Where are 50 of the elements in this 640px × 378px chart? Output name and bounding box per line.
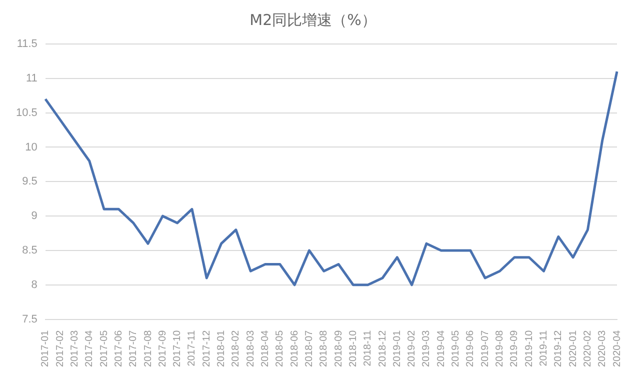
x-tick-label: 2019-08 xyxy=(494,330,506,368)
x-tick-label: 2018-09 xyxy=(333,330,344,368)
x-tick-label: 2017-11 xyxy=(186,330,198,366)
x-tick-label: 2020-02 xyxy=(582,330,594,368)
x-tick-label: 2020-04 xyxy=(612,330,623,368)
x-tick-label: 2017-05 xyxy=(98,330,110,368)
x-tick-label: 2018-12 xyxy=(377,330,388,368)
x-tick-label: 2019-04 xyxy=(436,330,447,368)
x-tick-label: 2017-10 xyxy=(172,330,184,368)
x-tick-label: 2019-12 xyxy=(553,330,564,368)
x-tick-label: 2017-02 xyxy=(54,330,66,368)
x-tick-label: 2017-06 xyxy=(113,330,124,368)
x-tick-label: 2017-04 xyxy=(84,330,96,368)
x-tick-label: 2018-05 xyxy=(274,330,286,368)
y-tick-label: 8.5 xyxy=(22,244,38,257)
x-tick-label: 2018-11 xyxy=(362,330,374,366)
x-tick-label: 2019-01 xyxy=(392,330,403,368)
y-tick-label: 7.5 xyxy=(22,313,38,326)
x-tick-label: 2019-10 xyxy=(524,330,535,368)
x-tick-label: 2018-03 xyxy=(245,330,256,368)
x-tick-label: 2018-02 xyxy=(230,330,242,368)
x-tick-label: 2018-06 xyxy=(289,330,300,368)
x-tick-label: 2018-04 xyxy=(260,330,271,368)
x-tick-label: 2019-02 xyxy=(406,330,418,368)
x-tick-label: 2018-01 xyxy=(216,330,228,368)
y-tick-label: 11.5 xyxy=(16,38,38,50)
x-tick-label: 2017-07 xyxy=(128,330,140,368)
y-tick-label: 8 xyxy=(31,278,38,291)
x-tick-label: 2019-11 xyxy=(538,330,550,366)
y-tick-label: 10.5 xyxy=(16,106,38,119)
x-tick-label: 2020-01 xyxy=(568,330,579,368)
x-tick-label: 2020-03 xyxy=(597,330,608,368)
x-tick-label: 2019-06 xyxy=(465,330,476,368)
x-tick-label: 2018-07 xyxy=(304,330,315,368)
x-tick-label: 2017-12 xyxy=(201,330,212,368)
y-tick-label: 10 xyxy=(25,141,38,154)
x-tick-label: 2018-10 xyxy=(348,330,359,368)
x-tick-label: 2017-01 xyxy=(40,330,52,368)
x-tick-label: 2017-09 xyxy=(157,330,168,368)
x-tick-label: 2019-03 xyxy=(421,330,432,368)
y-tick-label: 11 xyxy=(26,72,38,84)
chart-title: M2同比增速（%） xyxy=(250,10,376,29)
y-tick-label: 9 xyxy=(31,210,38,222)
x-tick-label: 2017-03 xyxy=(69,330,80,368)
x-tick-label: 2019-09 xyxy=(509,330,520,368)
x-tick-label: 2017-08 xyxy=(142,330,154,368)
x-tick-label: 2018-08 xyxy=(318,330,330,368)
x-tick-label: 2019-07 xyxy=(480,330,491,368)
y-tick-label: 9.5 xyxy=(22,176,38,188)
x-tick-label: 2019-05 xyxy=(450,330,462,368)
